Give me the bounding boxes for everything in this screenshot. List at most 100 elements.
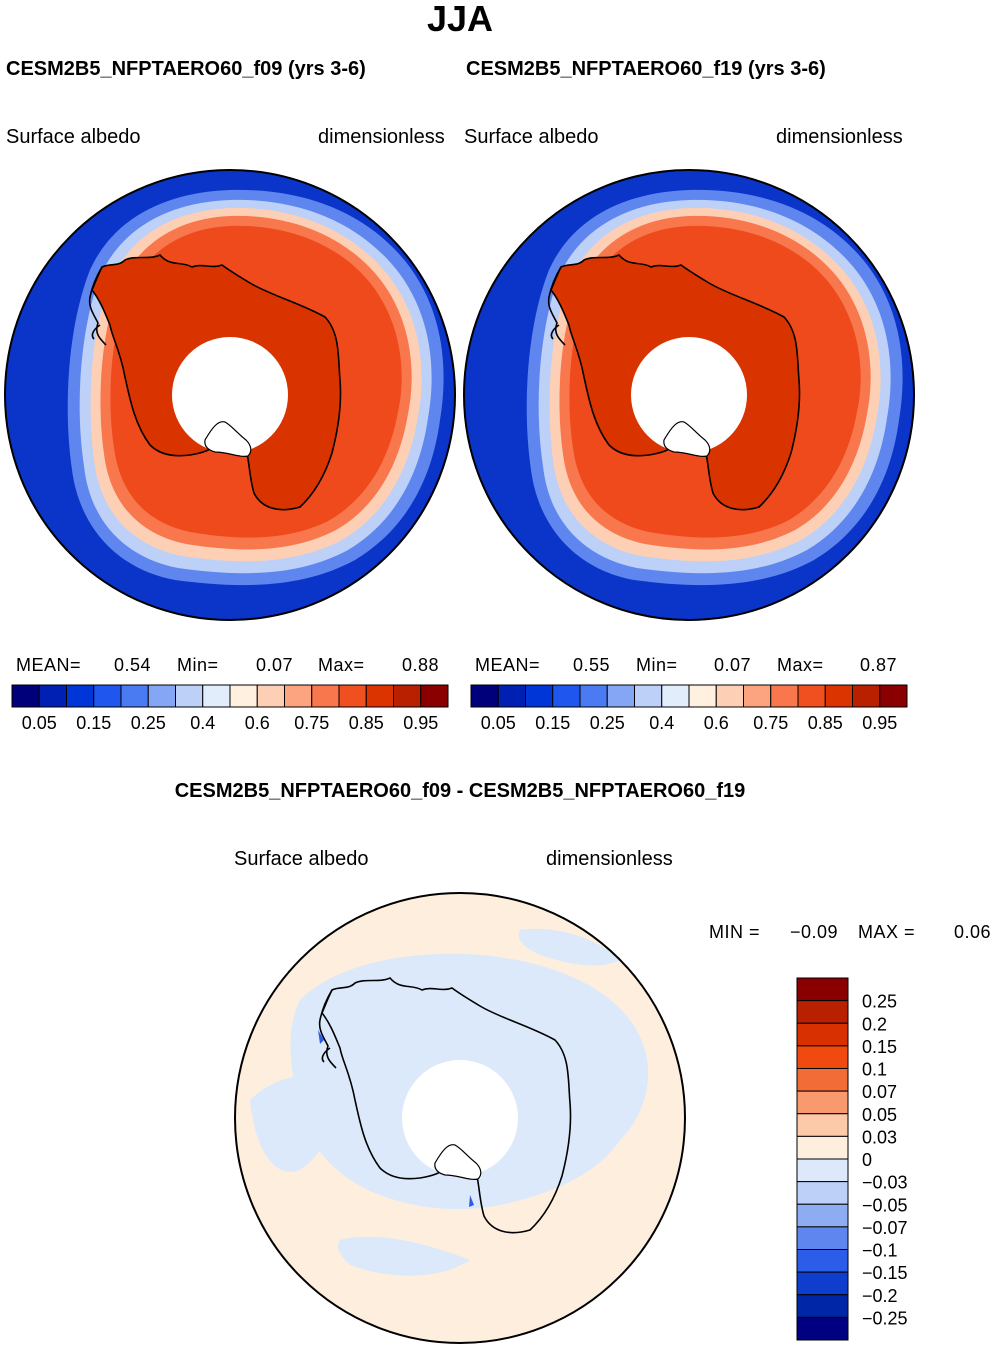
diff-colorbar-tick-label: −0.05	[862, 1195, 908, 1215]
diff-colorbar-swatch	[796, 1226, 849, 1250]
panel2-colorbar-swatch	[661, 684, 690, 708]
panel1-colorbar-tick-label: 0.75	[294, 713, 329, 733]
diff-colorbar-tick-label: 0.03	[862, 1127, 897, 1147]
diff-colorbar-tick-label: −0.1	[862, 1241, 898, 1261]
diff-map	[235, 893, 685, 1343]
panel2-colorbar-swatch	[634, 684, 663, 708]
panel1-colorbar-swatch	[420, 684, 449, 708]
panel2-units-label: dimensionless	[776, 126, 903, 148]
diff-colorbar-swatch	[796, 1158, 849, 1183]
panel1-min-label: Min=	[177, 655, 219, 675]
panel1-colorbar-swatch	[175, 684, 204, 708]
panel2-colorbar-tick-label: 0.6	[704, 713, 729, 733]
panel2-colorbar-tick-label: 0.85	[808, 713, 843, 733]
diff-colorbar-swatch	[796, 1271, 849, 1296]
panel2-colorbar-swatch	[552, 684, 581, 708]
panel2-variable-label: Surface albedo	[464, 126, 599, 148]
panel1-min-value: 0.07	[256, 655, 294, 675]
panel1-colorbar-swatch	[147, 684, 176, 708]
panel2-colorbar-tick-label: 0.15	[535, 713, 570, 733]
diff-colorbar-swatch	[796, 1090, 849, 1115]
panel2-colorbar-swatch	[770, 684, 799, 708]
panel1-colorbar-swatch	[256, 684, 285, 708]
panel2-mean-label: MEAN=	[475, 655, 541, 675]
diff-variable-label: Surface albedo	[234, 848, 369, 870]
panel1-colorbar-tick-label: 0.15	[76, 713, 111, 733]
diff-units-label: dimensionless	[546, 848, 673, 870]
panel2-colorbar-swatch	[688, 684, 717, 708]
panel1-title: CESM2B5_NFPTAERO60_f09 (yrs 3-6)	[6, 58, 366, 80]
panel2-title: CESM2B5_NFPTAERO60_f19 (yrs 3-6)	[466, 58, 826, 80]
panel1-colorbar-tick-label: 0.6	[245, 713, 270, 733]
diff-colorbar-tick-label: 0.15	[862, 1037, 897, 1057]
diff-colorbar-tick-label: 0.2	[862, 1014, 887, 1034]
panel2-min-label: Min=	[636, 655, 678, 675]
panel2-colorbar-swatch	[497, 684, 526, 708]
diff-min-label: MIN =	[709, 922, 761, 942]
panel2-colorbar: 0.05 0.15 0.25 0.4 0.6 0.75 0.85 0.95	[470, 684, 908, 733]
diff-colorbar-swatch	[796, 1113, 849, 1137]
diff-colorbar-swatch	[796, 1181, 849, 1205]
panel2-colorbar-swatch	[824, 684, 853, 708]
panel1-colorbar-swatch	[311, 684, 340, 708]
panel1-map-border	[4, 169, 456, 621]
panel1-colorbar-swatch	[393, 684, 422, 708]
panel2-colorbar-tick-label: 0.25	[590, 713, 625, 733]
panel1-colorbar-swatch	[284, 684, 313, 708]
figure-title: JJA	[426, 0, 494, 39]
panel2-colorbar-swatch	[797, 684, 826, 708]
diff-max-value: 0.06	[954, 922, 992, 942]
panel2-min-value: 0.07	[714, 655, 752, 675]
diff-colorbar-tick-label: 0.07	[862, 1082, 897, 1102]
diff-colorbar-swatch	[796, 1294, 849, 1318]
diff-colorbar-tick-label: −0.2	[862, 1286, 898, 1306]
diff-colorbar-swatch	[796, 1000, 849, 1024]
panel1-colorbar-swatch	[202, 684, 231, 708]
diff-colorbar: 0.250.2 0.15 0.10.07 0.050.03 0 −0.03−0.05 −0.…	[796, 977, 908, 1341]
panel1-units-label: dimensionless	[318, 126, 445, 148]
diff-colorbar-tick-label: −0.15	[862, 1263, 908, 1283]
panel1-colorbar-swatch	[93, 684, 122, 708]
diff-colorbar-tick-label: 0.05	[862, 1105, 897, 1125]
panel1-colorbar-swatch	[120, 684, 149, 708]
panel1-colorbar-swatch	[66, 684, 95, 708]
diff-colorbar-swatch	[796, 1022, 849, 1047]
panel1-colorbar-tick-label: 0.25	[131, 713, 166, 733]
panel1-colorbar: 0.05 0.15 0.25 0.4 0.6 0.75 0.85 0.95	[11, 684, 449, 733]
diff-colorbar-tick-label: 0	[862, 1150, 872, 1170]
panel1-max-value: 0.88	[402, 655, 440, 675]
panel2-colorbar-swatch	[743, 684, 772, 708]
diff-max-label: MAX =	[858, 922, 916, 942]
panel2-colorbar-swatch	[715, 684, 744, 708]
diff-colorbar-swatch	[796, 1135, 849, 1160]
panel2-colorbar-tick-label: 0.95	[862, 713, 897, 733]
panel1-colorbar-tick-label: 0.95	[403, 713, 438, 733]
diff-colorbar-swatch	[796, 977, 849, 1002]
panel2-colorbar-tick-label: 0.05	[481, 713, 516, 733]
panel1-colorbar-swatch	[38, 684, 67, 708]
panel1-colorbar-tick-label: 0.05	[22, 713, 57, 733]
diff-colorbar-tick-label: 0.1	[862, 1060, 887, 1080]
panel2-max-value: 0.87	[860, 655, 898, 675]
diff-colorbar-swatch	[796, 1203, 849, 1228]
diff-colorbar-tick-label: −0.07	[862, 1218, 908, 1238]
diff-colorbar-swatch	[796, 1045, 849, 1069]
panel2-colorbar-swatch	[470, 684, 499, 708]
diff-map-border	[234, 892, 686, 1344]
panel1-colorbar-swatch	[365, 684, 394, 708]
panel1-map	[5, 170, 455, 620]
diff-colorbar-swatch	[796, 1249, 849, 1273]
panel2-colorbar-swatch	[879, 684, 908, 708]
panel1-mean-label: MEAN=	[16, 655, 82, 675]
panel2-max-label: Max=	[777, 655, 824, 675]
diff-colorbar-tick-label: 0.25	[862, 992, 897, 1012]
panel1-colorbar-swatch	[338, 684, 367, 708]
panel2-map	[464, 170, 914, 620]
diff-colorbar-swatch	[796, 1068, 849, 1092]
panel2-colorbar-tick-label: 0.75	[753, 713, 788, 733]
panel1-colorbar-tick-label: 0.85	[349, 713, 384, 733]
panel2-mean-value: 0.55	[573, 655, 611, 675]
diff-colorbar-tick-label: −0.03	[862, 1173, 908, 1193]
diff-colorbar-swatch	[796, 1316, 849, 1341]
